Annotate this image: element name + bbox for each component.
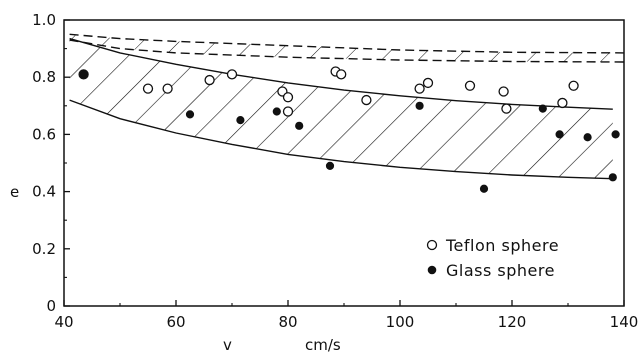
y-tick-label: 0.8: [32, 68, 56, 86]
x-tick-label: 100: [386, 313, 415, 331]
glass-point: [538, 104, 547, 113]
y-axis-ticks: 0 0.2 0.4 0.6 0.8 1.0: [32, 11, 70, 315]
teflon-point: [282, 92, 294, 103]
glass-band-lower-line: [69, 99, 613, 180]
teflon-point: [568, 80, 579, 91]
glass-point: [325, 161, 335, 170]
teflon-point: [422, 77, 434, 89]
glass-point: [415, 101, 424, 110]
glass-point: [608, 173, 617, 182]
y-tick-label: 0.2: [32, 240, 56, 258]
glass-band-upper-line: [69, 37, 613, 110]
glass-point: [185, 110, 195, 119]
teflon-point: [361, 94, 372, 106]
glass-band: [69, 37, 613, 180]
x-axis-label: v: [223, 336, 232, 354]
x-tick-label: 140: [610, 313, 639, 331]
glass-point: [555, 130, 564, 139]
glass-point: [295, 121, 304, 130]
glass-point: [479, 184, 489, 193]
glass-point: [79, 70, 88, 79]
x-tick-label: 40: [54, 313, 73, 331]
y-tick-label: 0.6: [32, 125, 56, 143]
teflon-sphere-points: [78, 66, 579, 117]
y-tick-label: 0.4: [32, 183, 56, 201]
x-axis-unit: cm/s: [305, 336, 341, 354]
glass-sphere-points: [79, 70, 620, 193]
y-tick-label: 1.0: [32, 11, 56, 29]
glass-band-hatch: [69, 38, 613, 179]
glass-point: [236, 116, 245, 125]
teflon-point: [282, 106, 294, 117]
teflon-point: [414, 83, 425, 94]
glass-point: [272, 107, 281, 116]
x-tick-label: 60: [166, 313, 185, 331]
teflon-point: [142, 83, 154, 94]
teflon-point: [501, 103, 512, 114]
legend-glass-marker: [427, 265, 437, 275]
teflon-point: [498, 86, 509, 97]
teflon-band-hatch: [69, 34, 625, 62]
teflon-point: [464, 80, 476, 91]
teflon-point: [162, 83, 173, 94]
teflon-point: [336, 69, 347, 80]
legend: Teflon sphere Glass sphere: [426, 236, 559, 280]
x-axis-ticks: 40 60 80 100 120 140: [54, 300, 638, 331]
x-tick-label: 120: [498, 313, 527, 331]
y-tick-label: 0: [46, 297, 56, 315]
legend-teflon-marker: [426, 239, 438, 251]
teflon-band-upper-dashed-line: [69, 33, 625, 54]
glass-point: [583, 133, 592, 142]
teflon-point: [204, 74, 215, 86]
x-tick-label: 80: [278, 313, 297, 331]
teflon-point: [226, 69, 238, 80]
glass-point: [611, 130, 620, 139]
teflon-point: [557, 97, 568, 109]
y-axis-label: e: [10, 183, 19, 201]
legend-teflon-label: Teflon sphere: [445, 236, 559, 255]
teflon-band: [69, 33, 625, 63]
legend-glass-label: Glass sphere: [446, 261, 555, 280]
